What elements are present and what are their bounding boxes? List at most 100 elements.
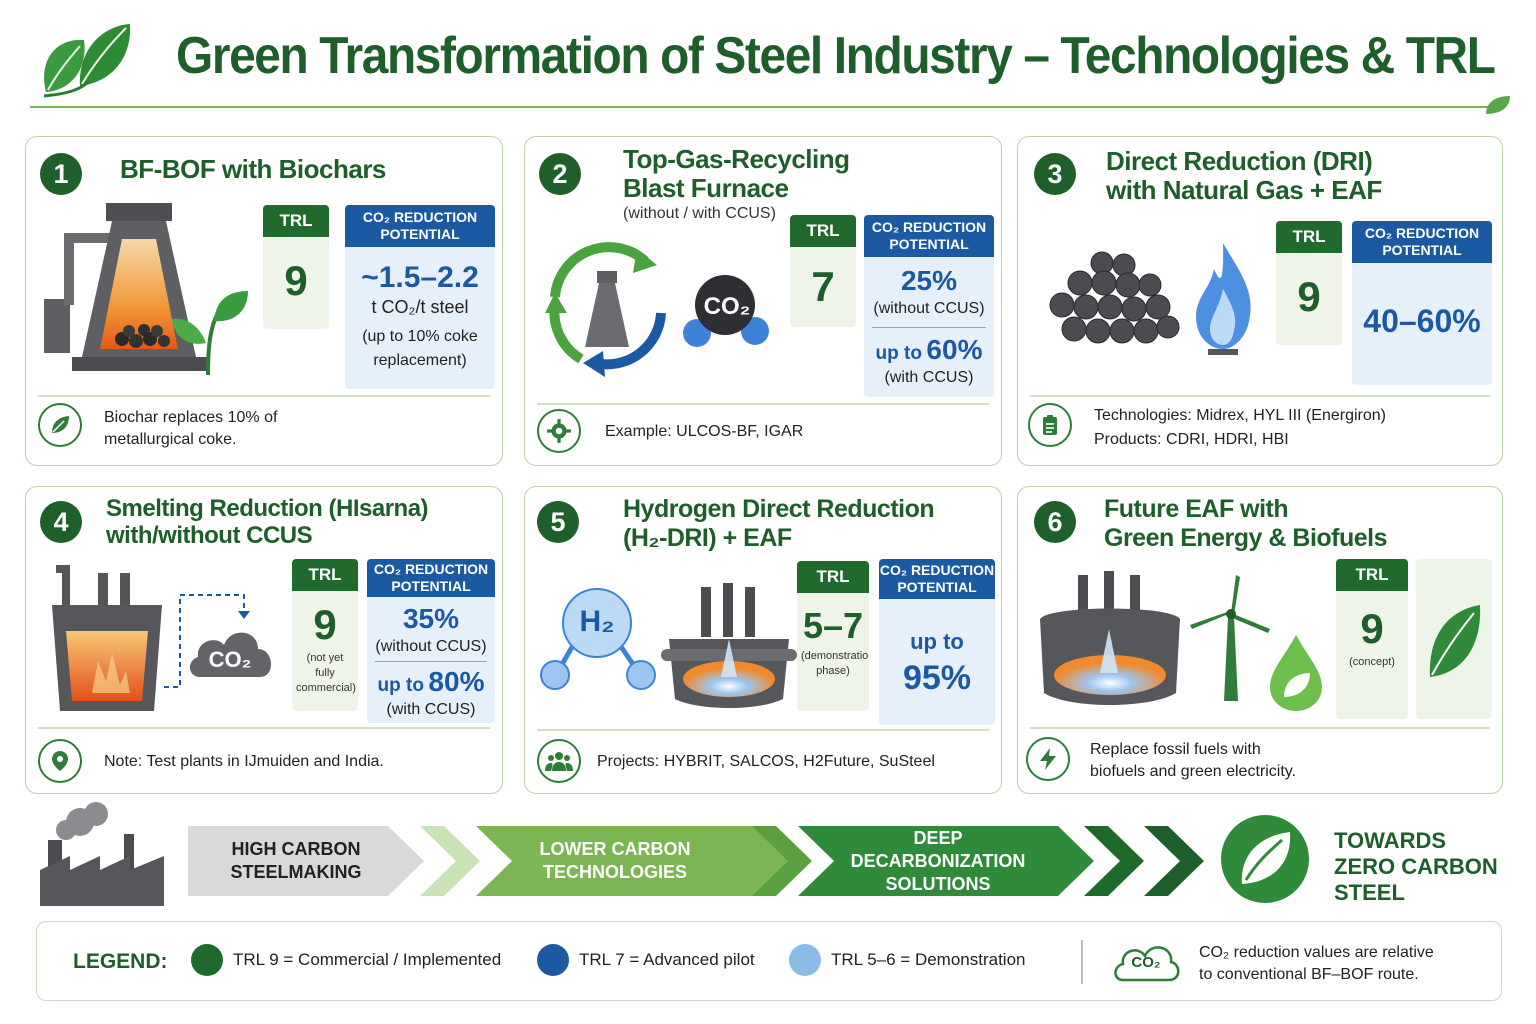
iron-pellets-icon [1049, 251, 1180, 344]
card-title-line1: Hydrogen Direct Reduction [623, 495, 935, 523]
trl-box: TRL 9 [1276, 221, 1342, 345]
footer-text: Replace fossil fuels with biofuels and g… [1090, 739, 1296, 783]
stage1-line2: STEELMAKING [230, 862, 362, 882]
co2-value: ~1.5–2.2 [361, 261, 479, 294]
goal-line3: STEEL [1334, 880, 1405, 905]
co2-reduction-box: CO₂ REDUCTION POTENTIAL 35% (without CCU… [367, 559, 495, 723]
legend-note-line1: CO₂ reduction values are relative [1199, 944, 1434, 961]
trl-box: TRL 9 (not yet fully commercial) [292, 559, 358, 711]
trl-box: TRL 9 (concept) [1336, 559, 1408, 719]
people-icon [537, 739, 581, 783]
co2-reduction-box: CO₂ REDUCTION POTENTIAL ~1.5–2.2 t CO₂/t… [345, 205, 495, 389]
chevron-small-1 [420, 826, 480, 896]
co2-value-with-ccus: 80% [428, 666, 485, 697]
footer-text: Projects: HYBRIT, SALCOS, H2Future, SuSt… [597, 753, 935, 770]
small-leaf-icon [1486, 96, 1510, 114]
legend-item-trl7: TRL 7 = Advanced pilot [579, 950, 755, 969]
trl-label: TRL [797, 561, 869, 593]
trl-note-line2: commercial) [296, 682, 356, 694]
card-number: 5 [537, 501, 579, 543]
co2-header-line2: POTENTIAL [380, 226, 460, 242]
co2-separator [375, 661, 487, 662]
card-title: Smelting Reduction (HIsarna) with/withou… [106, 495, 429, 549]
leaf-icon [1429, 605, 1481, 677]
zero-carbon-label: TOWARDS ZERO CARBON STEEL [1334, 828, 1498, 906]
zero-carbon-leaf-icon [1221, 815, 1309, 903]
co2-cloud-outline-icon [1114, 946, 1180, 982]
co2-header: CO₂ REDUCTION POTENTIAL [879, 559, 995, 599]
green-leaf-panel [1416, 559, 1492, 719]
co2-header-line2: POTENTIAL [391, 578, 471, 594]
gas-flame-icon [1196, 243, 1251, 355]
trl-value: 7 [811, 263, 835, 310]
legend-item-trl9: TRL 9 = Commercial / Implemented [233, 950, 502, 969]
co2-note-without-ccus: (without CCUS) [873, 300, 985, 317]
card-divider [38, 727, 490, 729]
footer-text: Technologies: Midrex, HYL III (Energiron… [1094, 405, 1386, 451]
co2-prefix: up to [910, 629, 964, 654]
card-title-line1: Smelting Reduction (HIsarna) [106, 495, 429, 522]
goal-line1: TOWARDS [1334, 828, 1447, 853]
trl-note-line1: (not yet fully [306, 652, 344, 679]
lightning-icon [1026, 737, 1070, 781]
clipboard-icon [1028, 403, 1072, 447]
card-title-line1: Future EAF with [1104, 495, 1289, 523]
legend-dot-trl7 [537, 944, 569, 976]
card-dri-natural-gas: 3 Direct Reduction (DRI) with Natural Ga… [1017, 136, 1503, 466]
trl-value: 5–7 [802, 605, 864, 646]
co2-header-line1: CO₂ REDUCTION [362, 209, 478, 225]
card-smelting-reduction: 4 Smelting Reduction (HIsarna) with/with… [25, 486, 503, 794]
trl-label: TRL [790, 215, 856, 247]
trl-box: TRL 7 [790, 215, 856, 327]
h2-molecule-icon [540, 588, 656, 690]
page-title: Green Transformation of Steel Industry –… [176, 27, 1496, 85]
legend-dot-trl56 [789, 944, 821, 976]
chevron-high-carbon [188, 826, 424, 896]
trl-value: 9 [1360, 605, 1384, 652]
footer-text: Note: Test plants in IJmuiden and India. [104, 753, 384, 770]
co2-value-without-ccus: 25% [900, 265, 958, 296]
stage3-line2: SOLUTIONS [885, 873, 991, 894]
card-title: BF-BOF with Biochars [120, 154, 386, 184]
eaf-furnace-icon [661, 583, 797, 708]
chevron-small-3 [1084, 826, 1144, 896]
h2-molecule-label: H₂ [579, 605, 615, 638]
card-divider [1030, 727, 1490, 729]
co2-value-with-ccus: 60% [926, 334, 983, 365]
co2-reduction-box: CO₂ REDUCTION POTENTIAL 25% (without CCU… [864, 215, 994, 397]
co2-molecule-label: CO₂ [703, 293, 751, 320]
card-title: Hydrogen Direct Reduction (H₂-DRI) + EAF [623, 495, 935, 553]
recycle-furnace-icon [545, 242, 666, 377]
card-future-eaf: 6 Future EAF with Green Energy & Biofuel… [1017, 486, 1503, 794]
footer-line1: Technologies: Midrex, HYL III (Energiron… [1094, 407, 1386, 424]
footer-text: Biochar replaces 10% of metallurgical co… [104, 407, 277, 451]
co2-header-line2: POTENTIAL [889, 236, 969, 252]
card-divider [1030, 395, 1490, 397]
co2-separator [872, 327, 986, 328]
factory-icon [40, 802, 164, 906]
co2-header: CO₂ REDUCTION POTENTIAL [1352, 221, 1492, 263]
card-number: 2 [539, 153, 581, 195]
co2-with-ccus-row: up to 60% [864, 334, 994, 366]
footer-text: Example: ULCOS-BF, IGAR [605, 423, 804, 440]
stage2-line1: LOWER CARBON [539, 839, 691, 859]
co2-note-line2: replacement) [373, 352, 467, 369]
card-divider [537, 403, 989, 405]
co2-prefix: up to [377, 675, 424, 696]
wind-turbine-icon [1190, 575, 1270, 701]
location-pin-icon [38, 739, 82, 783]
trl-box: TRL 9 [263, 205, 329, 329]
co2-note-line1: (up to 10% coke [362, 328, 478, 345]
smelter-furnace-icon [52, 565, 162, 711]
title-divider [30, 106, 1495, 108]
gear-icon [537, 409, 581, 453]
chevron-lower-carbon [476, 826, 806, 896]
footer-line1: Biochar replaces 10% of [104, 409, 278, 426]
card-title-line2: (H₂-DRI) + EAF [623, 524, 792, 552]
trl-label: TRL [263, 205, 329, 237]
co2-reduction-box: CO₂ REDUCTION POTENTIAL 40–60% [1352, 221, 1492, 385]
co2-prefix: up to [875, 343, 922, 364]
goal-line2: ZERO CARBON [1334, 854, 1498, 879]
card-title-line2: Blast Furnace [623, 173, 789, 203]
blast-furnace-icon [44, 203, 208, 371]
